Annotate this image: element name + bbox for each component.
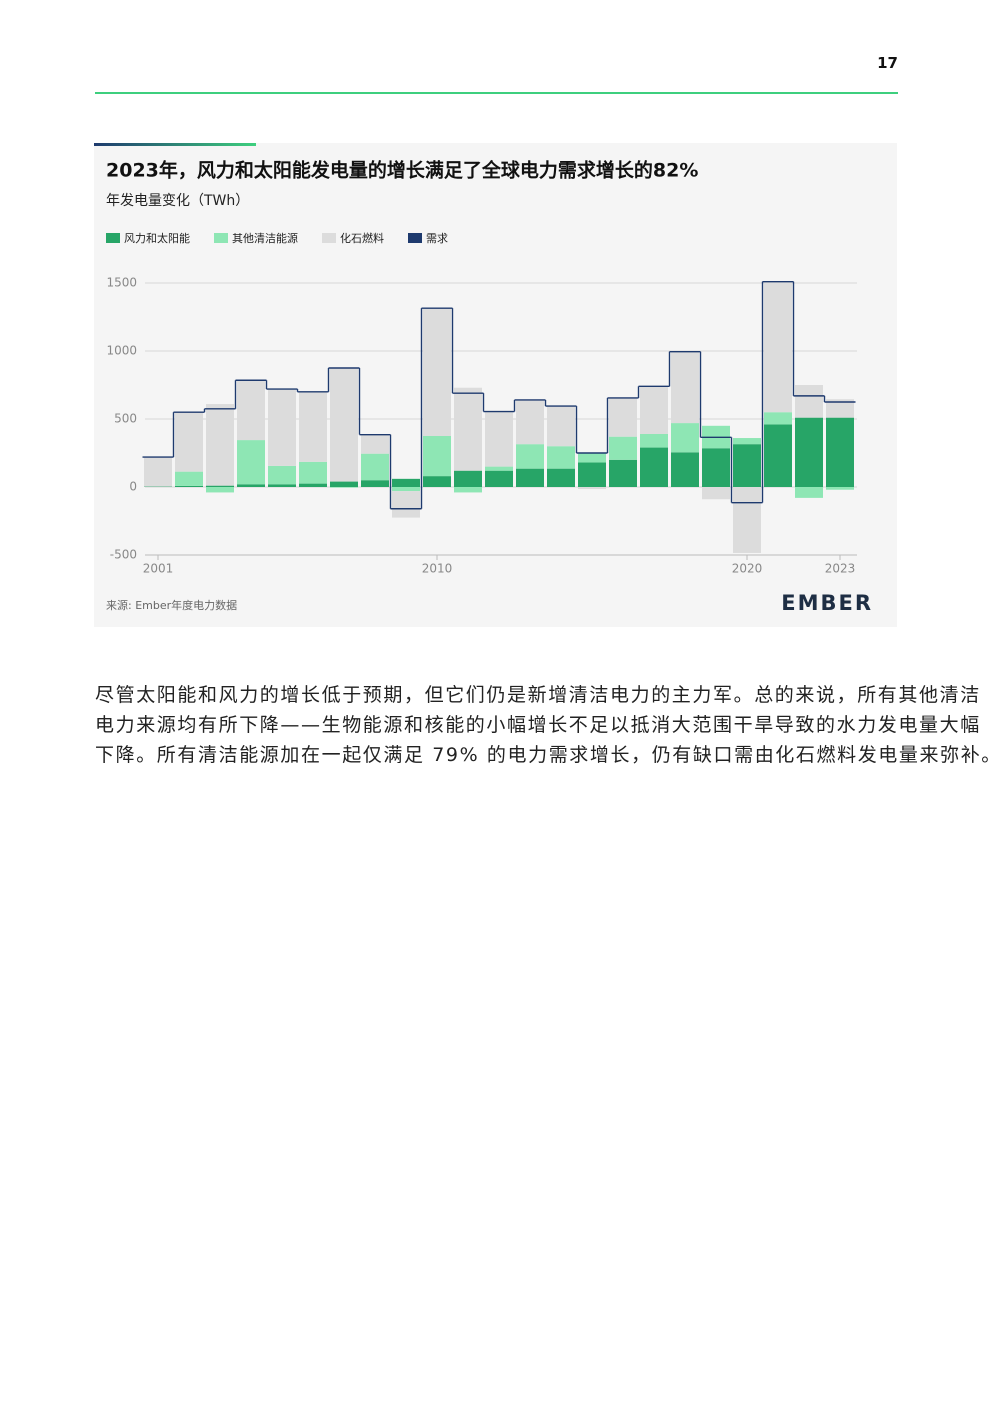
bar <box>578 453 606 463</box>
bar <box>454 487 482 493</box>
bar <box>795 417 823 487</box>
bar <box>299 483 327 487</box>
bar <box>671 452 699 487</box>
bar <box>268 389 296 466</box>
legend-label: 需求 <box>426 232 448 245</box>
paragraph-line: 下降。所有清洁能源加在一起仅满足 79% 的电力需求增长，仍有缺口需由化石燃料发… <box>95 744 992 766</box>
bar <box>485 410 513 467</box>
y-tick-label: 500 <box>114 412 137 426</box>
bar <box>671 423 699 453</box>
bar <box>609 459 637 487</box>
bar <box>361 453 389 481</box>
y-tick-label: 1000 <box>106 344 137 358</box>
bar <box>144 457 172 487</box>
bar <box>206 404 234 486</box>
bar <box>795 487 823 498</box>
bar <box>299 461 327 484</box>
bar <box>640 433 668 448</box>
bar <box>454 470 482 487</box>
y-tick-label: 1500 <box>106 276 137 290</box>
bar <box>392 487 420 492</box>
bar <box>516 468 544 487</box>
bar <box>578 487 606 490</box>
bar <box>268 484 296 487</box>
bar <box>547 468 575 487</box>
paragraph-line: 尽管太阳能和风力的增长低于预期，但它们仍是新增清洁电力的主力军。总的来说，所有其… <box>95 684 981 706</box>
paragraph-line: 电力来源均有所下降——生物能源和核能的小幅增长不足以抵消大范围干旱导致的水力发电… <box>95 714 981 736</box>
accent-bar <box>94 143 256 146</box>
bar <box>702 487 730 500</box>
bar <box>175 485 203 487</box>
y-tick-label: -500 <box>110 548 137 562</box>
legend-swatch <box>214 233 228 243</box>
chart: 2023年，风力和太阳能发电量的增长满足了全球电力需求增长的82% 年发电量变化… <box>94 143 897 627</box>
legend-swatch <box>408 233 422 243</box>
x-tick-label: 2010 <box>422 562 453 576</box>
bar <box>671 351 699 424</box>
bar <box>423 308 451 436</box>
legend-label: 其他清洁能源 <box>232 231 298 245</box>
bar <box>609 436 637 460</box>
x-tick-label: 2023 <box>825 562 856 576</box>
bar <box>206 485 234 487</box>
bar <box>547 446 575 469</box>
bar <box>826 487 854 490</box>
bar <box>795 385 823 418</box>
source: 来源: Ember年度电力数据 <box>106 598 237 612</box>
bar <box>516 399 544 445</box>
bar <box>578 462 606 487</box>
bar <box>423 476 451 487</box>
bar <box>485 470 513 487</box>
bar <box>640 447 668 487</box>
bar <box>454 387 482 471</box>
chart-subtitle: 年发电量变化（TWh） <box>106 193 249 209</box>
paragraph: 尽管太阳能和风力的增长低于预期，但它们仍是新增清洁电力的主力军。总的来说，所有其… <box>95 680 992 770</box>
x-tick-label: 2001 <box>143 562 174 576</box>
legend-label: 风力和太阳能 <box>124 231 190 245</box>
bar <box>330 368 358 482</box>
bar <box>485 466 513 471</box>
bar <box>206 487 234 493</box>
logo: EMBER <box>781 591 873 615</box>
x-tick-label: 2020 <box>732 562 763 576</box>
bar <box>175 471 203 486</box>
bar <box>733 444 761 487</box>
page-number: 17 <box>877 54 898 72</box>
legend-label: 化石燃料 <box>340 231 384 245</box>
bar <box>547 406 575 447</box>
legend-swatch <box>106 233 120 243</box>
bar <box>702 448 730 487</box>
bar <box>268 465 296 485</box>
bar <box>640 386 668 434</box>
bar <box>764 281 792 413</box>
bar <box>330 481 358 487</box>
bar <box>733 487 761 553</box>
bar <box>392 478 420 487</box>
bar <box>361 434 389 454</box>
bar <box>826 399 854 418</box>
header-rule <box>95 92 898 94</box>
bar <box>237 380 265 441</box>
bar <box>237 484 265 487</box>
bar <box>392 491 420 518</box>
bar <box>609 397 637 437</box>
bar <box>175 412 203 472</box>
bar <box>764 424 792 487</box>
chart-title: 2023年，风力和太阳能发电量的增长满足了全球电力需求增长的82% <box>106 159 698 182</box>
legend-swatch <box>322 233 336 243</box>
bar <box>516 444 544 469</box>
bar <box>361 480 389 487</box>
bar <box>330 487 358 488</box>
y-tick-label: 0 <box>129 480 137 494</box>
bar <box>826 417 854 487</box>
bar <box>733 438 761 445</box>
bar <box>423 436 451 477</box>
bar <box>299 391 327 462</box>
bar <box>237 440 265 485</box>
bar <box>764 412 792 425</box>
